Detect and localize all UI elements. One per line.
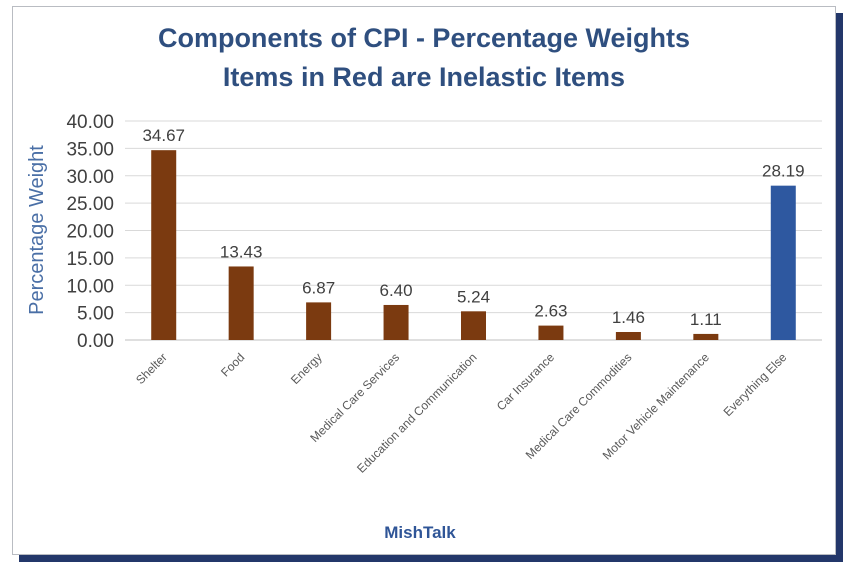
y-tick-label: 30.00 [66,167,114,188]
value-label: 13.43 [220,242,263,261]
y-tick-label: 0.00 [77,331,114,352]
bars [151,150,796,340]
value-label: 34.67 [142,126,185,145]
value-label: 6.40 [380,281,413,300]
value-label: 5.24 [457,287,490,306]
bar [383,304,409,340]
y-axis-label: Percentage Weight [26,145,48,315]
bar [615,332,641,340]
y-tick-label: 25.00 [66,194,114,215]
bar [228,266,254,340]
x-tick-label: Car Insurance [494,350,557,413]
value-label: 28.19 [762,162,805,181]
bar [461,311,486,340]
bar [770,185,796,340]
value-label: 1.46 [612,308,645,327]
value-label: 6.87 [302,278,335,297]
value-label: 1.11 [690,310,722,329]
x-tick-label: Food [218,350,247,379]
bar [538,325,564,340]
x-tick-label: Everything Else [721,350,790,419]
y-tick-label: 35.00 [66,139,114,160]
y-axis-ticks: 0.00 5.00 10.00 15.00 20.00 25.00 30.00 35.00 40… [66,112,114,352]
bar [151,150,177,340]
chart-card: Components of CPI - Percentage Weights I… [12,6,836,555]
chart-title: Components of CPI - Percentage Weights [157,23,691,53]
bar [306,302,332,340]
value-labels: 34.67 13.43 6.87 6.40 5.24 2.63 1.46 1.11 28.19 [142,126,804,329]
value-label: 2.63 [534,302,567,321]
x-tick-label: Shelter [133,350,170,387]
y-tick-label: 5.00 [77,304,114,325]
x-tick-label: Energy [288,350,325,387]
chart-subtitle: Items in Red are Inelastic Items [222,62,626,92]
y-tick-label: 40.00 [66,112,114,133]
y-tick-label: 15.00 [66,249,114,270]
y-tick-label: 10.00 [66,276,114,297]
y-tick-label: 20.00 [66,222,114,243]
bar [693,333,719,340]
x-axis-label: MishTalk [384,523,456,542]
